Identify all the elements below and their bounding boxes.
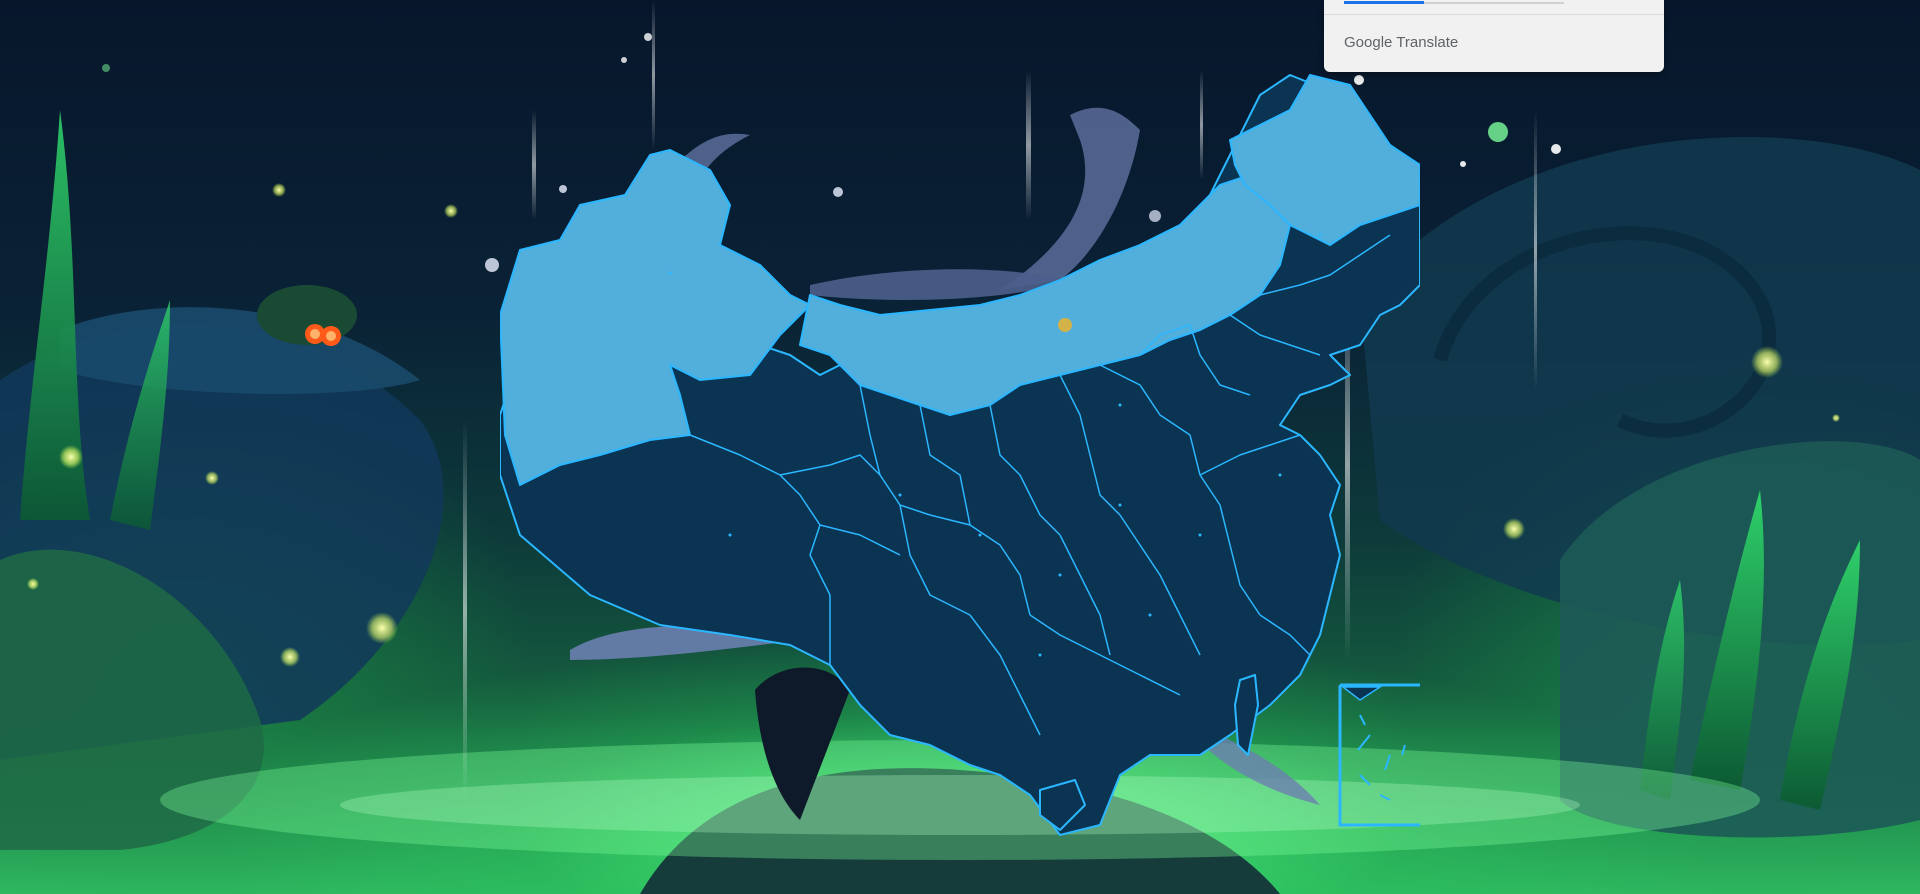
china-map	[500, 74, 1420, 836]
province-borders	[689, 234, 1391, 736]
city-dots	[668, 233, 1322, 657]
light-ray-icon	[532, 110, 536, 220]
glowing-pool	[160, 740, 1760, 860]
heilongjiang-region[interactable]	[1229, 74, 1420, 246]
taiwan-island[interactable]	[1234, 674, 1259, 756]
right-swirl	[1433, 226, 1777, 438]
translate-tab-track	[1344, 2, 1564, 4]
google-translate-widget[interactable]: Google Translate	[1324, 0, 1664, 72]
south-china-sea-inset[interactable]	[1338, 683, 1420, 827]
pet-with-goggles-icon	[257, 285, 357, 346]
left-grass-2	[110, 300, 170, 530]
left-grass	[20, 110, 90, 520]
left-green-rock	[0, 549, 264, 850]
google-logo-text: Google	[1344, 34, 1393, 51]
left-mushroom-cap	[60, 307, 420, 394]
hainan-island[interactable]	[1039, 779, 1086, 831]
inner-mongolia-region[interactable]	[799, 174, 1291, 416]
translate-divider	[1324, 14, 1664, 15]
right-grass-3	[1640, 580, 1685, 800]
firefly-particle-icon	[59, 445, 83, 469]
translate-tab-active-indicator[interactable]	[1344, 1, 1424, 4]
translate-label: Translate	[1396, 34, 1459, 51]
google-translate-brand[interactable]: Google Translate	[1344, 34, 1458, 51]
right-grass-2	[1780, 540, 1860, 810]
right-grass	[1690, 490, 1764, 790]
map-marker-dot[interactable]	[1058, 318, 1072, 332]
